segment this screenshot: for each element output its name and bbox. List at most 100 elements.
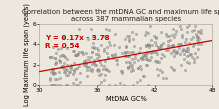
Point [132, 61, 136, 63]
Point [149, 51, 153, 52]
Point [179, 64, 182, 66]
Point [66, 84, 69, 86]
Point [148, 59, 152, 61]
Point [131, 64, 134, 66]
Point [176, 50, 179, 52]
Point [105, 46, 109, 48]
Point [145, 64, 148, 66]
Point [51, 72, 55, 74]
Point [82, 64, 85, 66]
Point [74, 54, 77, 56]
Point [194, 52, 197, 53]
Point [115, 63, 118, 65]
Point [62, 55, 66, 57]
Point [60, 65, 64, 67]
Point [168, 39, 171, 41]
Point [127, 38, 131, 40]
Point [48, 56, 52, 58]
Point [50, 84, 54, 86]
Point [104, 68, 107, 70]
Point [113, 53, 117, 55]
Point [86, 38, 89, 40]
Point [96, 47, 99, 49]
Point [174, 30, 177, 32]
Point [60, 54, 64, 56]
Point [196, 41, 200, 43]
Point [76, 84, 79, 86]
Point [154, 36, 158, 38]
Point [138, 79, 142, 81]
Point [177, 47, 181, 49]
Point [145, 45, 149, 46]
Point [130, 70, 133, 72]
Point [145, 64, 148, 66]
Point [54, 57, 57, 59]
Point [91, 42, 95, 44]
Point [49, 77, 52, 78]
Point [182, 53, 186, 55]
Text: Y = 0.17x - 3.78
R = 0.54: Y = 0.17x - 3.78 R = 0.54 [45, 35, 109, 49]
Point [78, 51, 81, 53]
Point [156, 46, 160, 48]
Point [182, 49, 186, 51]
Point [97, 84, 101, 86]
Point [146, 84, 150, 86]
Point [59, 66, 63, 68]
Point [98, 61, 102, 62]
Point [184, 41, 187, 43]
Point [197, 43, 200, 45]
Point [185, 47, 189, 49]
Point [91, 51, 94, 53]
Point [110, 54, 114, 56]
Point [81, 53, 85, 54]
Point [78, 72, 81, 74]
Point [50, 56, 53, 58]
Point [175, 52, 178, 53]
Point [171, 34, 174, 36]
Point [118, 83, 121, 84]
Point [181, 34, 184, 35]
Point [120, 52, 123, 54]
Point [120, 70, 124, 72]
Point [196, 36, 200, 38]
Point [181, 48, 185, 50]
Point [152, 35, 156, 37]
Point [126, 51, 129, 52]
Point [199, 32, 203, 33]
Point [138, 65, 142, 67]
Point [171, 69, 175, 70]
Point [120, 73, 124, 74]
Point [65, 58, 69, 60]
Point [145, 32, 148, 33]
Point [84, 65, 88, 66]
Point [97, 59, 101, 61]
Point [51, 70, 55, 72]
Point [144, 45, 148, 47]
Point [52, 73, 55, 74]
Point [159, 47, 162, 49]
Point [147, 44, 151, 46]
Point [132, 51, 135, 53]
Point [89, 56, 92, 58]
Point [159, 57, 163, 58]
Point [85, 62, 88, 64]
Point [85, 62, 88, 64]
Point [128, 62, 131, 63]
Point [130, 58, 134, 60]
Point [145, 58, 149, 60]
Point [113, 84, 117, 86]
Point [194, 33, 198, 35]
Point [151, 44, 154, 46]
Point [131, 67, 134, 69]
Point [92, 59, 95, 61]
Point [74, 84, 78, 86]
Point [146, 51, 150, 53]
Point [196, 30, 200, 32]
Point [61, 66, 64, 67]
Point [171, 50, 174, 51]
X-axis label: MtDNA GC%: MtDNA GC% [106, 96, 146, 102]
Point [182, 58, 186, 60]
Point [162, 55, 166, 57]
Point [185, 50, 188, 52]
Point [126, 67, 129, 69]
